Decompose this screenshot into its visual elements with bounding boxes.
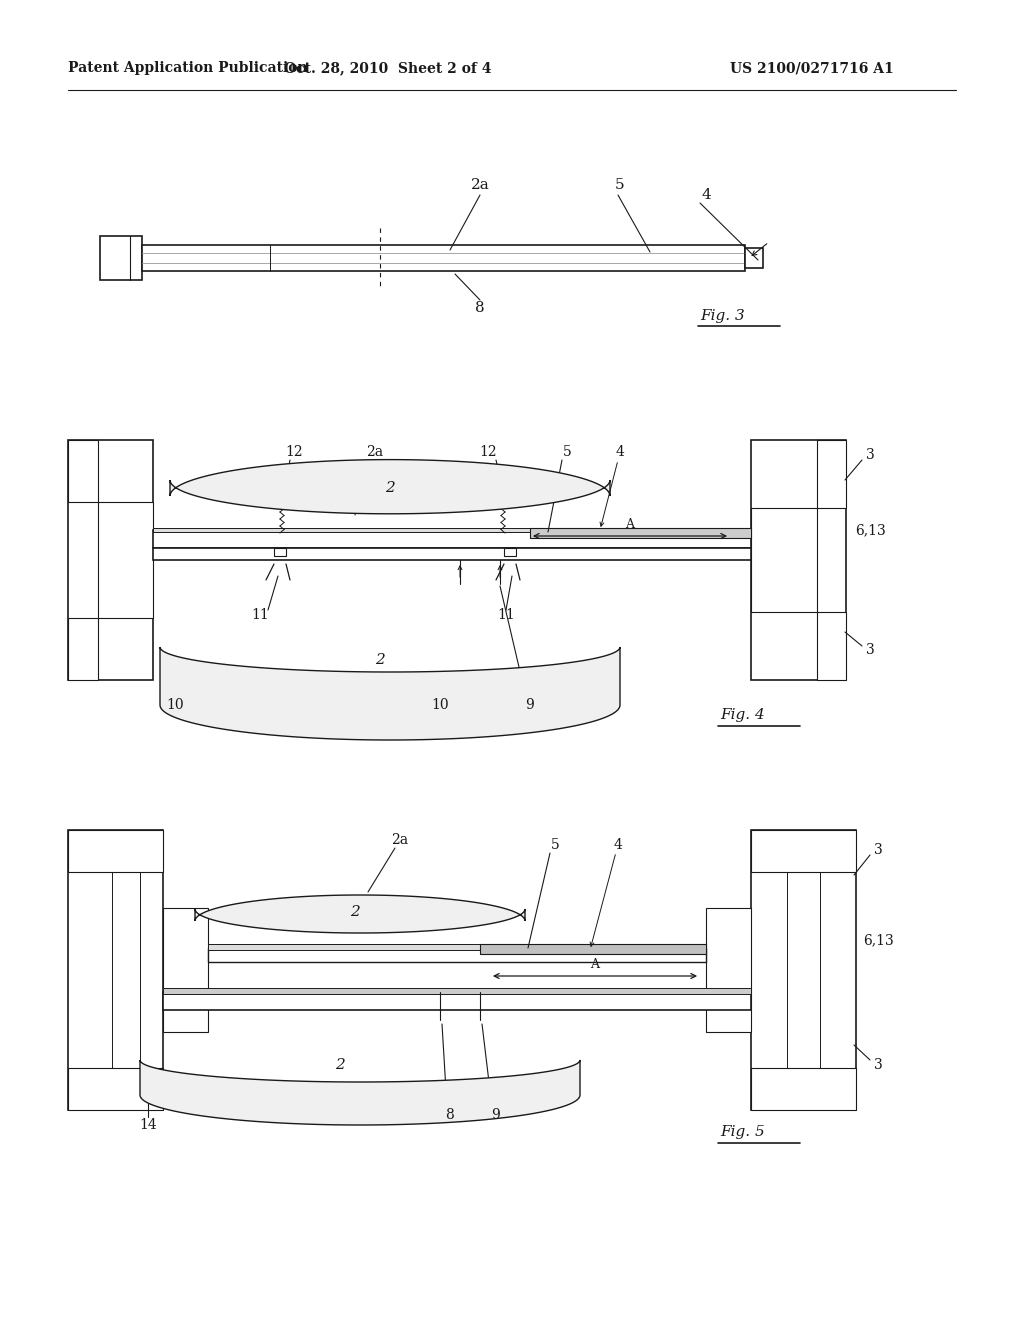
Text: A: A <box>626 517 635 531</box>
Text: 3: 3 <box>865 643 874 657</box>
Bar <box>706 908 751 1032</box>
Text: 12: 12 <box>479 445 497 459</box>
Bar <box>163 993 751 1010</box>
Bar <box>480 944 706 954</box>
Bar <box>751 830 856 1110</box>
Text: 11: 11 <box>497 609 515 622</box>
Bar <box>817 440 846 508</box>
Bar <box>751 1068 856 1110</box>
Text: 10: 10 <box>431 698 449 711</box>
Bar <box>68 618 98 680</box>
Bar <box>68 830 163 1110</box>
Text: 2: 2 <box>350 906 359 919</box>
Text: 6,13: 6,13 <box>862 933 893 946</box>
Bar <box>751 508 817 612</box>
Text: 3: 3 <box>865 447 874 462</box>
Text: 2: 2 <box>375 653 385 667</box>
Bar <box>163 908 208 1032</box>
Bar <box>817 612 846 680</box>
Text: Fig. 5: Fig. 5 <box>720 1125 765 1139</box>
Text: 5: 5 <box>562 445 571 459</box>
Text: 3: 3 <box>873 1059 883 1072</box>
Text: A: A <box>591 957 599 970</box>
Text: 4: 4 <box>701 187 711 202</box>
Text: 5: 5 <box>615 178 625 191</box>
Text: Oct. 28, 2010  Sheet 2 of 4: Oct. 28, 2010 Sheet 2 of 4 <box>285 61 492 75</box>
Bar <box>153 531 751 548</box>
Polygon shape <box>195 895 525 933</box>
Text: 6,13: 6,13 <box>855 523 886 537</box>
Bar <box>153 548 751 560</box>
Text: 12: 12 <box>286 445 303 459</box>
Bar <box>153 528 751 532</box>
Bar <box>163 987 751 994</box>
Text: 9: 9 <box>490 1107 500 1122</box>
Text: 5: 5 <box>551 838 559 851</box>
Text: 9: 9 <box>525 698 535 711</box>
Polygon shape <box>140 1060 580 1125</box>
Text: Fig. 4: Fig. 4 <box>720 708 765 722</box>
Bar <box>504 548 516 556</box>
Text: Patent Application Publication: Patent Application Publication <box>68 61 307 75</box>
Text: 4: 4 <box>613 838 623 851</box>
Text: 11: 11 <box>251 609 269 622</box>
Bar <box>274 548 286 556</box>
Bar <box>68 440 98 502</box>
Text: 2a: 2a <box>391 833 409 847</box>
Polygon shape <box>170 459 610 513</box>
Text: 2: 2 <box>335 1059 345 1072</box>
Bar <box>68 830 163 873</box>
Bar <box>100 236 142 280</box>
Bar <box>751 830 856 873</box>
Bar <box>98 502 153 618</box>
Text: 10: 10 <box>166 698 184 711</box>
Text: 8: 8 <box>475 301 484 315</box>
Bar <box>142 246 745 271</box>
Bar <box>68 1068 163 1110</box>
Bar <box>208 948 706 962</box>
Text: 4: 4 <box>615 445 625 459</box>
Text: Fig. 3: Fig. 3 <box>700 309 744 323</box>
Bar <box>751 440 846 680</box>
Text: US 2100/0271716 A1: US 2100/0271716 A1 <box>730 61 894 75</box>
Bar <box>208 944 706 950</box>
Text: 8: 8 <box>445 1107 455 1122</box>
Polygon shape <box>160 647 620 741</box>
Text: 2: 2 <box>385 480 395 495</box>
Text: 14: 14 <box>139 1118 157 1133</box>
Text: 2a: 2a <box>367 445 384 459</box>
Bar <box>745 248 763 268</box>
Text: 3: 3 <box>873 843 883 857</box>
Text: 2a: 2a <box>471 178 489 191</box>
Bar <box>68 440 153 680</box>
Bar <box>530 528 751 539</box>
